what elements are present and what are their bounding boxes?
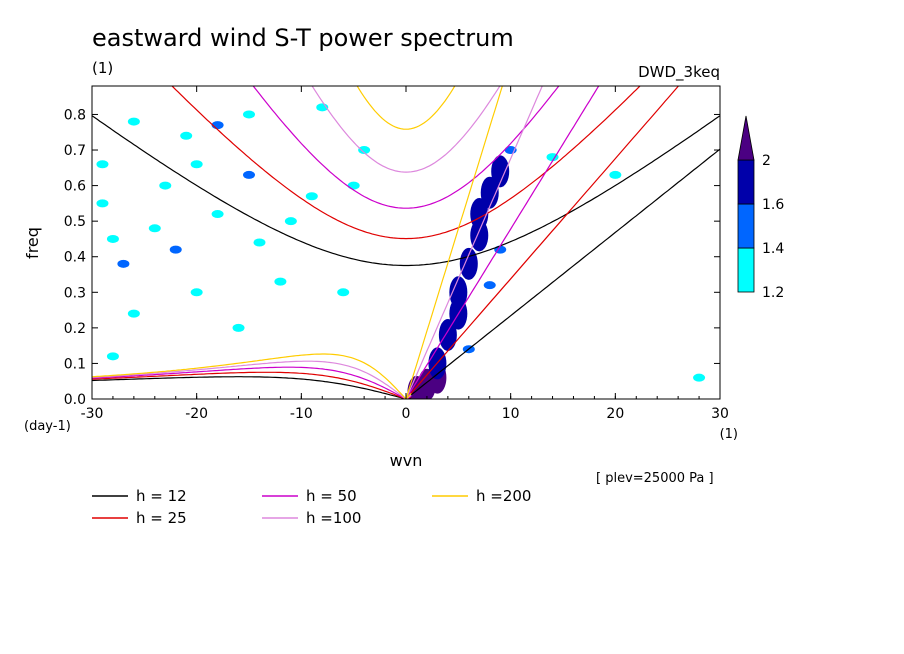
spectral-peak-43 [609, 170, 622, 179]
curve-rossby-h12 [92, 376, 412, 399]
spectral-peak-19 [243, 110, 255, 119]
y-axis-label: freq [23, 227, 42, 259]
spectral-peak-17 [127, 117, 140, 126]
curve-kelvin-h25 [405, 86, 680, 399]
spectral-peak-39 [106, 352, 119, 361]
legend-label-h25: h = 25 [136, 509, 187, 527]
x-tick-label-0: -30 [81, 406, 104, 422]
y-axis: 0.0 0.1 0.2 0.3 0.4 0.5 0.6 0.7 0.8 [64, 107, 720, 408]
curve-gravity-h100 [311, 86, 501, 173]
spectral-peak-42 [180, 131, 193, 140]
y-tick-label-8: 0.8 [64, 107, 86, 123]
curve-rossby-h50 [92, 366, 412, 399]
y-tick-label-1: 0.1 [64, 356, 86, 372]
chart-subtitle-right: DWD_3keq [638, 63, 720, 82]
x-axis-unit: (1) [720, 427, 738, 442]
spectral-peak-21 [96, 199, 109, 208]
plev-annotation: [ plev=25000 Pa ] [596, 471, 714, 486]
curve-gravity-h25 [171, 86, 641, 240]
colorbar-label-1: 1.4 [762, 241, 784, 257]
spectral-peak-11 [491, 155, 510, 188]
y-tick-label-5: 0.5 [64, 214, 86, 230]
curve-gravity-h200 [356, 86, 456, 130]
spectral-peak-30 [253, 238, 266, 247]
x-tick-label-6: 30 [711, 406, 729, 422]
legend: h = 12 h = 25 h = 50 h =100 h =200 [92, 487, 531, 527]
curve-rossby-h200 [92, 353, 412, 399]
spectral-peak-23 [117, 259, 130, 268]
spectral-peak-31 [284, 217, 297, 226]
colorbar-label-0: 1.2 [762, 285, 784, 301]
x-tick-label-5: 20 [606, 406, 624, 422]
spectral-peak-29 [243, 170, 255, 179]
spectral-peak-4 [438, 318, 457, 351]
y-tick-label-4: 0.4 [64, 250, 86, 266]
y-tick-label-2: 0.2 [64, 321, 86, 337]
curve-kelvin-h200 [405, 86, 503, 399]
x-tick-label-2: -10 [290, 406, 313, 422]
spectral-peak-24 [148, 224, 161, 233]
chart-subtitle-left: (1) [92, 59, 113, 77]
spectral-peak-9 [470, 198, 489, 231]
spectral-peak-35 [190, 288, 203, 297]
spectral-peak-44 [693, 373, 706, 382]
colorbar-segment-1 [737, 203, 755, 249]
legend-label-h200: h =200 [476, 487, 531, 505]
colorbar: 1.2 1.4 1.6 2 [737, 115, 784, 301]
curve-kelvin-h50 [405, 86, 600, 399]
power-contours [96, 103, 706, 399]
y-tick-label-7: 0.7 [64, 143, 86, 159]
spectral-peak-13 [483, 281, 496, 290]
y-tick-label-6: 0.6 [64, 179, 86, 195]
x-tick-label-4: 10 [502, 406, 520, 422]
spectral-peak-36 [274, 277, 287, 286]
y-axis-unit: (day-1) [24, 419, 71, 434]
dispersion-curves [92, 86, 720, 399]
spectral-peak-40 [232, 323, 245, 332]
spectral-peak-6 [449, 276, 468, 309]
legend-label-h100: h =100 [306, 509, 361, 527]
spectral-peak-28 [211, 210, 224, 219]
legend-label-h12: h = 12 [136, 487, 187, 505]
spectral-peak-37 [337, 288, 350, 297]
spectral-peak-26 [169, 245, 182, 254]
spectral-peak-27 [190, 160, 203, 169]
x-axis-label: wvn [390, 451, 423, 470]
legend-label-h50: h = 50 [306, 487, 357, 505]
spectral-peak-7 [459, 247, 478, 280]
spectral-peak-32 [305, 192, 318, 201]
spectral-peak-33 [347, 181, 360, 190]
spectral-peak-10 [480, 176, 499, 209]
colorbar-label-3: 2 [762, 153, 771, 169]
curve-rossby-h25 [92, 371, 412, 399]
chart-title: eastward wind S-T power spectrum [92, 24, 514, 52]
spectral-peak-38 [127, 309, 140, 318]
x-axis: -30 -20 -10 0 10 20 30 [81, 86, 729, 422]
colorbar-segment-0 [737, 247, 755, 293]
spectral-peak-34 [358, 146, 371, 155]
spectral-peak-22 [106, 234, 119, 243]
x-tick-label-3: 0 [402, 406, 411, 422]
colorbar-extend-arrow [737, 115, 755, 161]
curve-rossby-h100 [92, 360, 412, 399]
x-tick-label-1: -20 [185, 406, 208, 422]
y-tick-label-3: 0.3 [64, 285, 86, 301]
curve-kelvin-h100 [405, 86, 543, 399]
colorbar-segment-2 [737, 159, 755, 205]
spectral-peak-25 [159, 181, 172, 190]
curve-gravity-h12 [92, 115, 720, 267]
y-tick-label-0: 0.0 [64, 392, 86, 408]
colorbar-label-2: 1.6 [762, 197, 784, 213]
spectral-peak-41 [96, 160, 109, 169]
curve-gravity-h50 [252, 86, 560, 209]
curve-kelvin-h12 [405, 148, 720, 399]
